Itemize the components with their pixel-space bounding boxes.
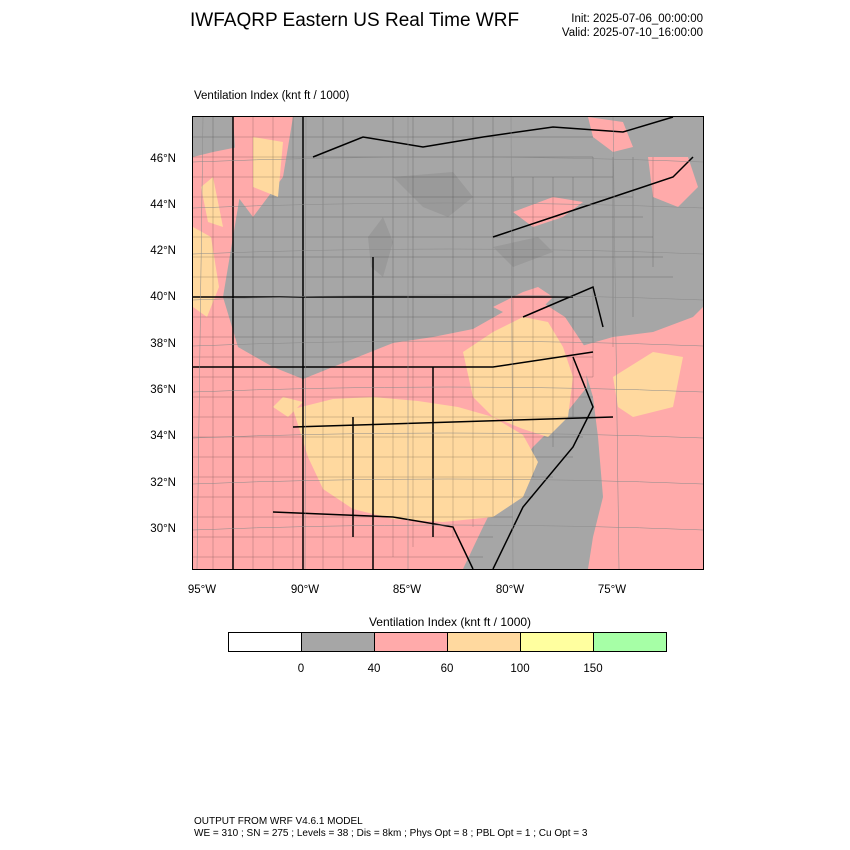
lat-label: 36°N xyxy=(150,384,176,396)
map-canvas xyxy=(193,117,703,569)
legend-swatch xyxy=(521,633,594,651)
lon-label: 95°W xyxy=(187,584,217,596)
field-label: Ventilation Index (knt ft / 1000) xyxy=(194,90,350,102)
init-time: Init: 2025-07-06_00:00:00 xyxy=(571,13,703,25)
lat-label: 38°N xyxy=(150,338,176,350)
lon-label: 75°W xyxy=(597,584,627,596)
footer-config: WE = 310 ; SN = 275 ; Levels = 38 ; Dis … xyxy=(194,828,588,839)
legend-label: 100 xyxy=(510,663,530,675)
legend-swatch xyxy=(448,633,521,651)
lat-label: 46°N xyxy=(150,153,176,165)
footer-model: OUTPUT FROM WRF V4.6.1 MODEL xyxy=(194,816,363,827)
legend-label: 40 xyxy=(367,663,381,675)
lat-label: 42°N xyxy=(150,245,176,257)
lat-label: 30°N xyxy=(150,523,176,535)
map-panel xyxy=(192,116,704,570)
lon-label: 85°W xyxy=(392,584,422,596)
lat-label: 44°N xyxy=(150,199,176,211)
legend-title: Ventilation Index (knt ft / 1000) xyxy=(368,615,532,629)
valid-time: Valid: 2025-07-10_16:00:00 xyxy=(561,27,703,39)
legend-swatch xyxy=(375,633,448,651)
lat-label: 34°N xyxy=(150,430,176,442)
color-legend xyxy=(228,632,667,652)
legend-label: 0 xyxy=(297,663,305,675)
lon-label: 90°W xyxy=(290,584,320,596)
legend-label: 60 xyxy=(440,663,454,675)
legend-label: 150 xyxy=(583,663,603,675)
legend-swatch xyxy=(302,633,375,651)
legend-swatch xyxy=(229,633,302,651)
lon-label: 80°W xyxy=(495,584,525,596)
lat-label: 32°N xyxy=(150,477,176,489)
graticule xyxy=(193,117,703,569)
legend-swatch xyxy=(594,633,666,651)
map-title: IWFAQRP Eastern US Real Time WRF xyxy=(190,10,520,31)
lat-label: 40°N xyxy=(150,291,176,303)
county-grid xyxy=(193,117,673,569)
